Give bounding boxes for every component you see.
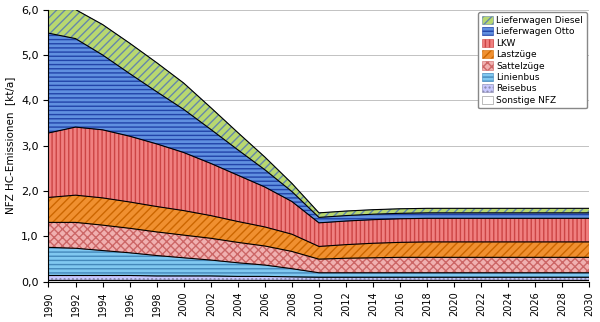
Legend: Lieferwagen Diesel, Lieferwagen Otto, LKW, Lastzüge, Sattelzüge, Linienbus, Reis: Lieferwagen Diesel, Lieferwagen Otto, LK… [478, 12, 587, 108]
Y-axis label: NFZ HC-Emissionen  [kt/a]: NFZ HC-Emissionen [kt/a] [5, 77, 16, 214]
